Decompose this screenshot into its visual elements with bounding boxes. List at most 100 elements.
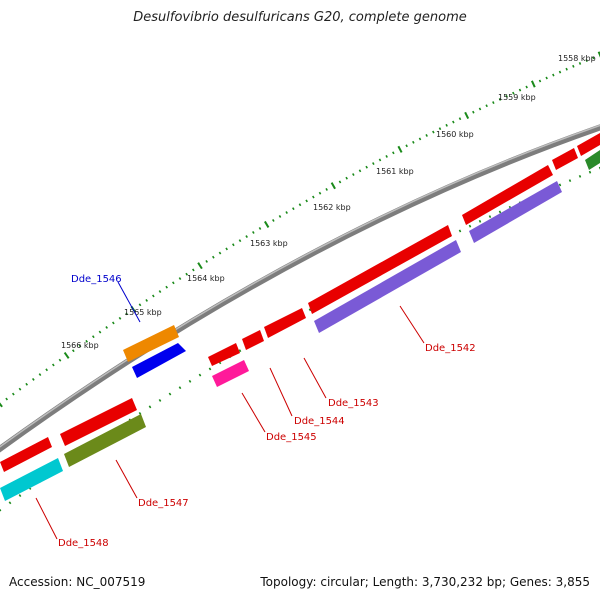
scale-minor-tick — [25, 382, 29, 386]
gene-arrow[interactable] — [0, 437, 52, 472]
scale-minor-tick — [18, 494, 22, 498]
scale-minor-tick — [118, 316, 122, 320]
kbp-label: 1566 kbp — [61, 341, 99, 350]
gene-bar[interactable] — [0, 458, 63, 501]
scale-minor-tick — [425, 134, 428, 137]
map-title: Desulfovibrio desulfuricans G20, complet… — [133, 10, 467, 25]
gene-bar[interactable] — [123, 325, 179, 362]
scale-minor-tick — [512, 91, 515, 95]
gene-label-dde-1544[interactable]: Dde_1544 — [294, 416, 345, 427]
scale-minor-tick — [518, 88, 522, 92]
scale-minor-tick — [8, 501, 12, 505]
scale-minor-tick — [538, 79, 542, 83]
scale-minor-tick — [138, 411, 142, 415]
reverse-strand-genes — [0, 181, 562, 501]
scale-minor-tick — [258, 227, 262, 230]
gene-bar[interactable] — [314, 240, 461, 333]
scale-minor-tick — [325, 187, 328, 191]
gene-arrow[interactable] — [242, 330, 264, 350]
scale-minor-tick — [478, 219, 482, 223]
gene-arrow[interactable] — [60, 398, 137, 446]
gene-arrow[interactable] — [132, 343, 186, 378]
scale-major-tick — [330, 182, 336, 190]
scale-minor-tick — [552, 73, 555, 77]
outer-dotted-scale — [0, 51, 600, 408]
kbp-label: 1561 kbp — [376, 167, 414, 176]
scale-major-tick — [63, 352, 70, 359]
scale-minor-tick — [168, 392, 172, 396]
gene-label-dde-1543[interactable]: Dde_1543 — [328, 398, 379, 409]
kbp-label: 1559 kbp — [498, 93, 536, 102]
scale-major-tick — [464, 111, 470, 120]
scale-minor-tick — [485, 104, 488, 108]
scale-minor-tick — [588, 170, 592, 174]
scale-minor-tick — [272, 219, 275, 222]
scale-minor-tick — [345, 176, 348, 180]
kbp-label: 1562 kbp — [313, 203, 351, 212]
scale-minor-tick — [278, 215, 282, 218]
accession-text: Accession: NC_007519 — [9, 575, 146, 589]
scale-minor-tick — [498, 97, 502, 101]
gene-leader-lines — [35, 281, 425, 540]
scale-minor-tick — [152, 294, 155, 298]
gene-arrow[interactable] — [552, 148, 578, 170]
gene-label-dde-1547[interactable]: Dde_1547 — [138, 498, 189, 509]
scale-minor-tick — [0, 508, 2, 512]
scale-minor-tick — [212, 255, 215, 259]
scale-major-tick — [197, 262, 203, 270]
gene-arrow[interactable] — [577, 133, 600, 156]
gene-label-dde-1542[interactable]: Dde_1542 — [425, 343, 476, 354]
scale-minor-tick — [458, 229, 462, 233]
scale-minor-tick — [498, 210, 502, 214]
scale-minor-tick — [468, 224, 472, 228]
gene-arrow[interactable] — [462, 165, 553, 225]
gene-label-dde-1548[interactable]: Dde_1548 — [58, 538, 109, 549]
scale-minor-tick — [305, 199, 308, 203]
scale-minor-tick — [188, 379, 192, 383]
scale-minor-tick — [565, 67, 568, 71]
scale-minor-tick — [158, 290, 162, 294]
kbp-label: 1558 kbp — [558, 54, 596, 63]
gene-label-dde-1545[interactable]: Dde_1545 — [266, 432, 317, 443]
scale-major-tick — [0, 402, 3, 408]
scale-minor-tick — [238, 239, 242, 243]
scale-major-tick — [264, 220, 270, 228]
scale-minor-tick — [358, 169, 362, 173]
scale-minor-tick — [165, 285, 168, 289]
gene-arrow[interactable] — [585, 150, 600, 170]
scale-minor-tick — [492, 101, 495, 105]
scale-minor-tick — [178, 277, 182, 280]
kbp-label: 1564 kbp — [187, 274, 225, 283]
gene-arrow[interactable] — [264, 308, 306, 338]
scale-minor-tick — [245, 235, 248, 238]
gene-arrow[interactable] — [208, 343, 240, 366]
scale-minor-tick — [298, 203, 302, 207]
scale-minor-tick — [172, 281, 175, 285]
scale-minor-tick — [158, 398, 162, 402]
gene-bar[interactable] — [64, 414, 146, 467]
scale-minor-tick — [192, 268, 195, 272]
scale-minor-tick — [568, 179, 572, 183]
scale-minor-tick — [545, 76, 548, 80]
scale-major-tick — [597, 51, 600, 58]
scale-minor-tick — [578, 62, 582, 65]
scale-minor-tick — [318, 191, 322, 195]
scale-minor-tick — [85, 339, 89, 343]
scale-minor-tick — [352, 173, 355, 176]
scale-minor-tick — [592, 56, 595, 60]
kbp-label: 1563 kbp — [250, 239, 288, 248]
scale-minor-tick — [308, 308, 312, 312]
scale-minor-tick — [105, 326, 109, 329]
scale-minor-tick — [225, 247, 228, 251]
scale-minor-tick — [558, 70, 562, 74]
scale-minor-tick — [488, 215, 492, 219]
gene-bar[interactable] — [212, 360, 249, 387]
scale-minor-tick — [372, 162, 375, 166]
scale-minor-tick — [285, 211, 288, 214]
topology-text: Topology: circular; Length: 3,730,232 bp… — [260, 575, 590, 589]
scale-minor-tick — [111, 321, 115, 325]
gene-arrow[interactable] — [308, 225, 452, 314]
gene-bar[interactable] — [469, 181, 562, 243]
scale-minor-tick — [338, 180, 342, 184]
gene-label-dde-1546[interactable]: Dde_1546 — [71, 274, 122, 285]
